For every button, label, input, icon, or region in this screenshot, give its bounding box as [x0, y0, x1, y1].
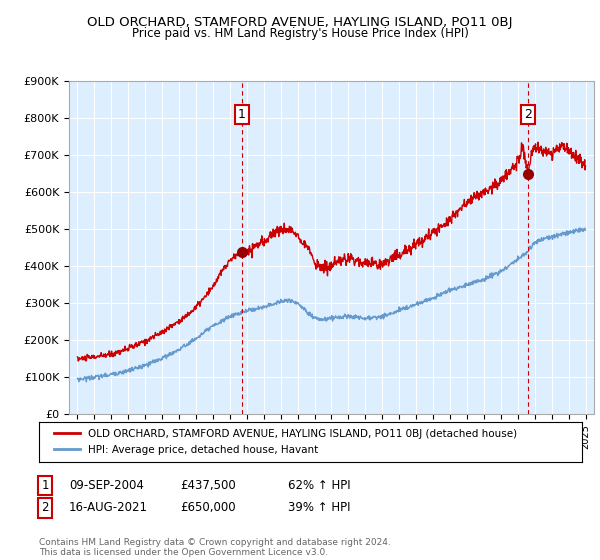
Text: 1: 1	[41, 479, 49, 492]
Legend: OLD ORCHARD, STAMFORD AVENUE, HAYLING ISLAND, PO11 0BJ (detached house), HPI: Av: OLD ORCHARD, STAMFORD AVENUE, HAYLING IS…	[50, 425, 521, 459]
Text: 1: 1	[238, 108, 245, 121]
Text: Price paid vs. HM Land Registry's House Price Index (HPI): Price paid vs. HM Land Registry's House …	[131, 27, 469, 40]
Text: £650,000: £650,000	[180, 501, 236, 515]
Text: OLD ORCHARD, STAMFORD AVENUE, HAYLING ISLAND, PO11 0BJ: OLD ORCHARD, STAMFORD AVENUE, HAYLING IS…	[87, 16, 513, 29]
Text: 62% ↑ HPI: 62% ↑ HPI	[288, 479, 350, 492]
Text: Contains HM Land Registry data © Crown copyright and database right 2024.
This d: Contains HM Land Registry data © Crown c…	[39, 538, 391, 557]
Text: 09-SEP-2004: 09-SEP-2004	[69, 479, 144, 492]
Text: 2: 2	[41, 501, 49, 515]
Text: £437,500: £437,500	[180, 479, 236, 492]
Text: 2: 2	[524, 108, 532, 121]
Text: 39% ↑ HPI: 39% ↑ HPI	[288, 501, 350, 515]
Text: 16-AUG-2021: 16-AUG-2021	[69, 501, 148, 515]
